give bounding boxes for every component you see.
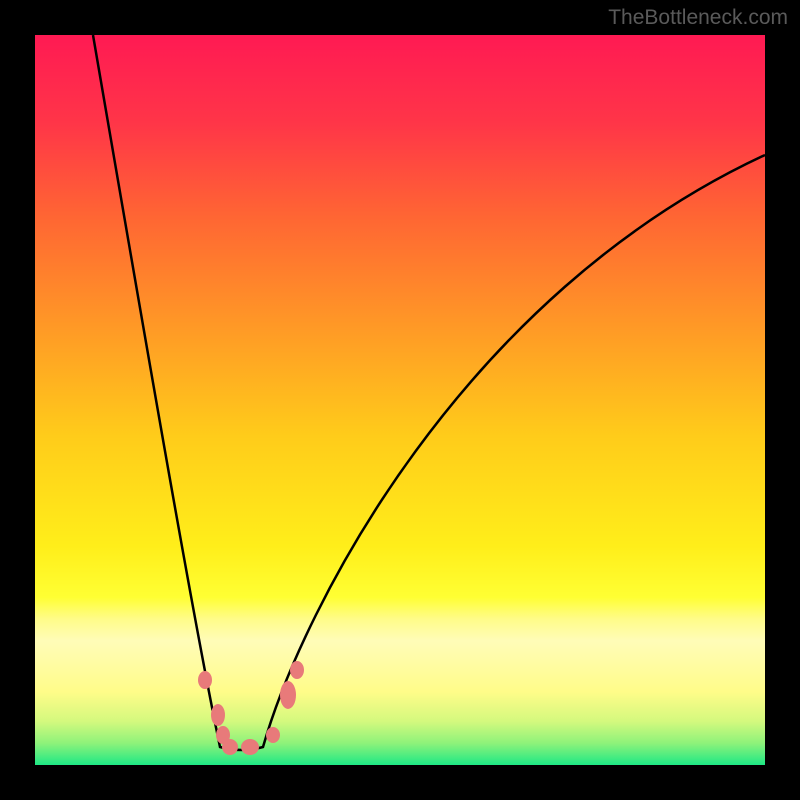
data-marker — [211, 704, 225, 726]
watermark-text: TheBottleneck.com — [608, 6, 788, 30]
plot-area — [35, 35, 765, 765]
data-marker — [280, 681, 296, 709]
bottleneck-curve — [35, 35, 765, 765]
data-marker — [266, 727, 280, 743]
data-marker — [241, 739, 259, 755]
data-marker — [222, 739, 238, 755]
data-marker — [290, 661, 304, 679]
data-marker — [198, 671, 212, 689]
